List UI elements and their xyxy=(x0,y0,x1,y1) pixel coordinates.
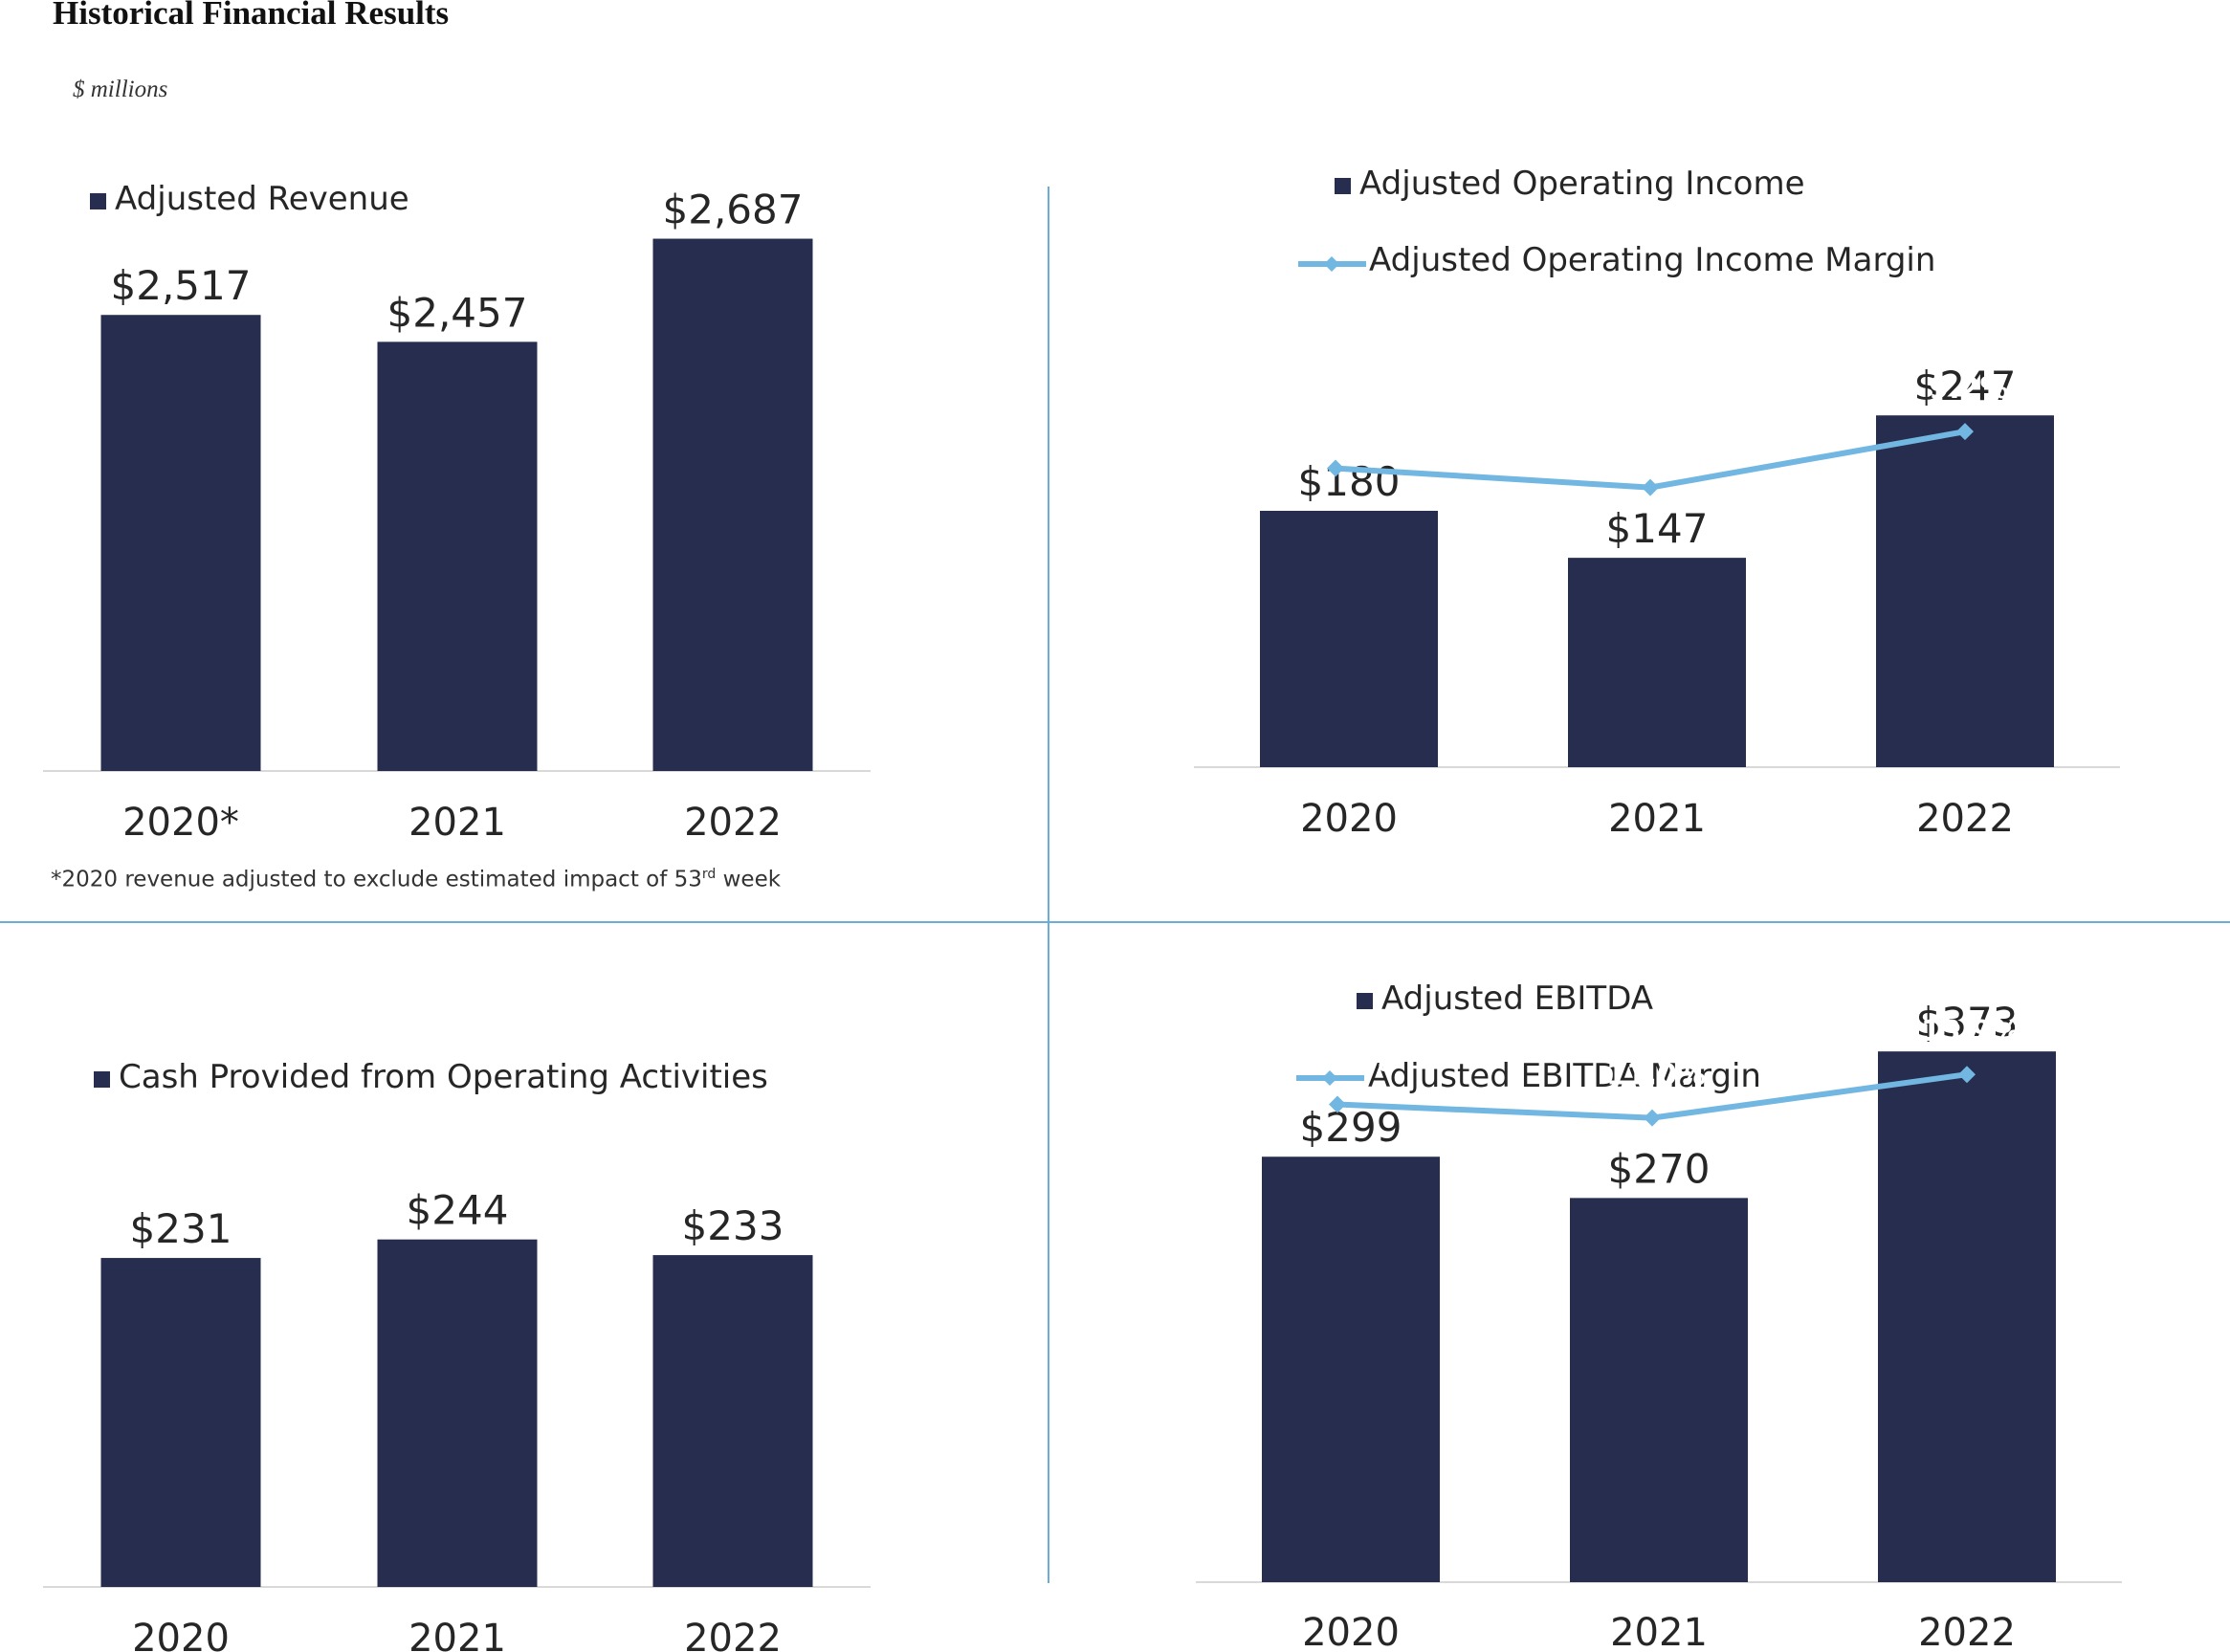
operating-income-value-label: $247 xyxy=(1914,363,2017,409)
operating-income-bar xyxy=(1568,558,1746,767)
operating-income-margin-label: 7.1% xyxy=(1299,409,1379,443)
operating-income-category-label: 2021 xyxy=(1608,797,1706,841)
operating-margin-legend-line xyxy=(1298,256,1366,272)
cash-operating-category-label: 2020 xyxy=(132,1617,230,1652)
cash-legend-label: Cash Provided from Operating Activities xyxy=(119,1058,768,1096)
revenue-value-label: $2,517 xyxy=(111,262,252,309)
ebitda-category-label: 2022 xyxy=(1918,1611,2016,1652)
revenue-value-label: $2,687 xyxy=(663,187,804,233)
ebitda-category-label: 2020 xyxy=(1302,1611,1400,1652)
cash-operating-bar xyxy=(652,1255,813,1587)
operating-income-legend-label: Adjusted Operating Income xyxy=(1359,165,1805,203)
cash-operating-value-label: $244 xyxy=(407,1187,509,1234)
operating-income-margin-label: 9.2% xyxy=(1929,372,2008,406)
operating-income-margin-point xyxy=(1956,423,1974,441)
cash-operating-bar xyxy=(377,1239,538,1587)
operating-income-legend-swatch xyxy=(1335,178,1351,194)
revenue-bar xyxy=(100,315,261,771)
ebitda-margin-legend-label: Adjusted EBITDA Margin xyxy=(1368,1057,1761,1095)
ebitda-margin-label: 11.0% xyxy=(1606,1059,1706,1092)
operating-income-category-label: 2022 xyxy=(1916,797,2014,841)
revenue-legend-swatch xyxy=(90,193,106,209)
cash-operating-bar xyxy=(100,1258,261,1587)
ebitda-margin-point xyxy=(1644,1109,1661,1127)
ebitda-value-label: $373 xyxy=(1916,999,2019,1046)
revenue-category-label: 2022 xyxy=(684,801,782,845)
operating-margin-legend-label: Adjusted Operating Income Margin xyxy=(1369,241,1936,279)
ebitda-value-label: $299 xyxy=(1300,1104,1402,1151)
ebitda-bar xyxy=(1262,1156,1440,1582)
operating-income-margin-point xyxy=(1327,459,1344,477)
operating-income-margin-label: 6.0% xyxy=(1614,429,1693,462)
operating-income-bar xyxy=(1260,511,1438,767)
ebitda-margin-point xyxy=(1329,1095,1346,1113)
horizontal-divider xyxy=(0,921,2230,923)
revenue-legend-label: Adjusted Revenue xyxy=(115,180,409,218)
operating-income-value-label: $147 xyxy=(1606,505,1709,552)
vertical-divider xyxy=(1048,187,1049,1583)
revenue-bar xyxy=(377,341,538,771)
revenue-footnote: *2020 revenue adjusted to exclude estima… xyxy=(51,867,782,892)
revenue-category-label: 2021 xyxy=(408,801,506,845)
cash-legend-swatch xyxy=(94,1071,110,1088)
page-title: Historical Financial Results xyxy=(53,0,450,32)
ebitda-margin-legend-line xyxy=(1296,1070,1364,1086)
ebitda-legend-swatch xyxy=(1357,993,1373,1009)
operating-income-bar xyxy=(1876,415,2054,767)
ebitda-bar xyxy=(1878,1051,2056,1582)
ebitda-bar xyxy=(1570,1198,1748,1582)
units-label: $ millions xyxy=(73,77,168,102)
revenue-category-label: 2020* xyxy=(122,801,239,845)
cash-operating-value-label: $233 xyxy=(682,1202,784,1249)
ebitda-margin-point xyxy=(1958,1066,1976,1084)
ebitda-legend-label: Adjusted EBITDA xyxy=(1381,980,1654,1018)
ebitda-margin-label: 11.9% xyxy=(1292,1046,1391,1079)
cash-operating-value-label: $231 xyxy=(130,1205,232,1252)
revenue-bar xyxy=(652,238,813,771)
ebitda-value-label: $270 xyxy=(1608,1145,1711,1192)
cash-operating-category-label: 2022 xyxy=(684,1617,782,1652)
operating-income-value-label: $180 xyxy=(1298,458,1401,505)
ebitda-category-label: 2021 xyxy=(1610,1611,1708,1652)
revenue-value-label: $2,457 xyxy=(387,289,528,336)
operating-income-category-label: 2020 xyxy=(1300,797,1398,841)
operating-income-margin-point xyxy=(1642,478,1659,496)
ebitda-margin-label: 13.9% xyxy=(1921,1015,2020,1048)
cash-operating-category-label: 2021 xyxy=(408,1617,506,1652)
